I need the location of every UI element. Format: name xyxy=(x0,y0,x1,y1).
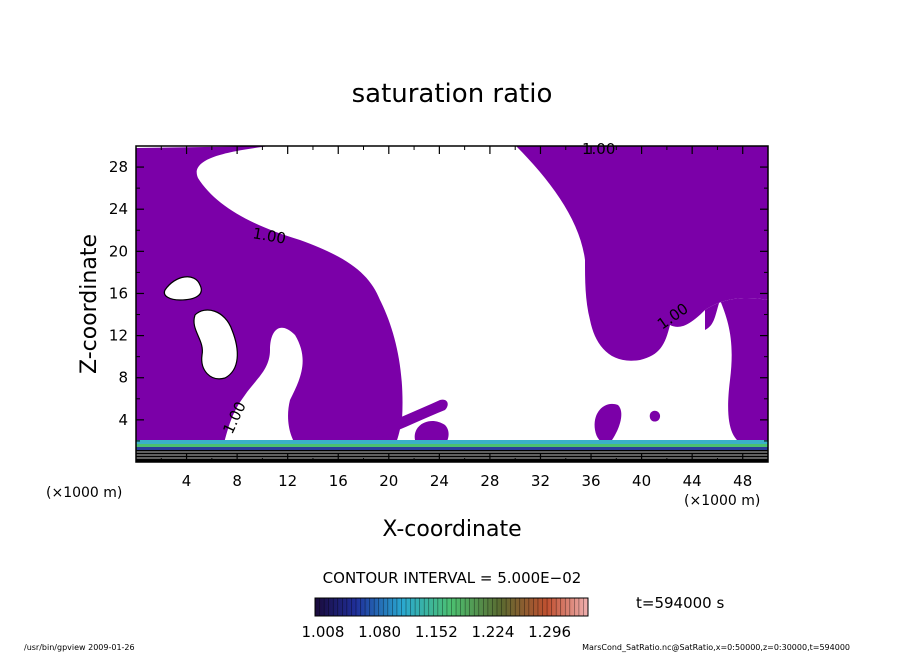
unsaturated-hole-2 xyxy=(193,309,238,380)
x-tick-label: 8 xyxy=(232,472,242,490)
plot-frame xyxy=(135,145,769,463)
time-label: t=594000 s xyxy=(636,594,724,612)
colorbar-ticks: 1.008 1.080 1.152 1.224 1.296 xyxy=(302,623,572,641)
saturated-island-2 xyxy=(594,403,622,443)
x-tick-label: 20 xyxy=(379,472,398,490)
saturated-island-3 xyxy=(649,410,661,422)
x-unit-left: (×1000 m) xyxy=(46,485,122,501)
colorbar xyxy=(314,597,589,617)
boundary-layer-blue xyxy=(136,447,768,450)
y-tick-label: 8 xyxy=(118,369,128,387)
x-tick-label: 28 xyxy=(480,472,499,490)
saturated-region-right xyxy=(516,146,768,361)
contour-label: 1.00 xyxy=(251,224,287,248)
unsaturated-hole-1 xyxy=(163,276,202,301)
x-tick-label: 16 xyxy=(329,472,348,490)
plot-area xyxy=(136,146,768,462)
boundary-layer-green xyxy=(136,444,768,447)
y-tick-label: 12 xyxy=(109,327,128,345)
saturated-strip xyxy=(345,399,448,445)
x-tick-label: 36 xyxy=(581,472,600,490)
saturated-region-left xyxy=(136,146,403,455)
saturated-region-right-lower xyxy=(705,298,768,445)
colorbar-tick-label: 1.152 xyxy=(415,623,458,641)
contour-interval-text: CONTOUR INTERVAL = 5.000E−02 xyxy=(323,569,582,587)
colorbar-tick-label: 1.224 xyxy=(471,623,514,641)
contour-label: 1.00 xyxy=(582,140,615,158)
y-axis: 4 8 12 16 20 24 28 xyxy=(109,158,768,442)
colorbar-frame xyxy=(314,597,589,617)
chart-title: saturation ratio xyxy=(352,79,553,109)
colorbar-tick-label: 1.080 xyxy=(358,623,401,641)
x-unit-right: (×1000 m) xyxy=(684,493,760,509)
y-tick-label: 28 xyxy=(109,158,128,176)
x-tick-label: 48 xyxy=(733,472,752,490)
y-tick-label: 24 xyxy=(109,200,128,218)
contour-lines-bottom xyxy=(136,451,768,459)
x-axis-label: X-coordinate xyxy=(382,517,521,542)
x-tick-label: 4 xyxy=(182,472,192,490)
x-tick-label: 24 xyxy=(430,472,449,490)
y-axis-label: Z-coordinate xyxy=(77,234,102,374)
colorbar-tick-label: 1.008 xyxy=(302,623,345,641)
y-tick-label: 16 xyxy=(109,284,128,302)
x-tick-label: 40 xyxy=(632,472,651,490)
footer-right: MarsCond_SatRatio.nc@SatRatio,x=0:50000,… xyxy=(582,643,850,652)
x-tick-label: 32 xyxy=(531,472,550,490)
boundary-layer-cyan xyxy=(136,440,768,444)
colorbar-tick-label: 1.296 xyxy=(528,623,571,641)
footer-left: /usr/bin/gpview 2009-01-26 xyxy=(24,643,135,652)
x-tick-label: 44 xyxy=(683,472,702,490)
boundary-layer-black xyxy=(136,450,768,462)
colorbar-stripes xyxy=(319,598,584,616)
y-tick-label: 20 xyxy=(109,242,128,260)
x-axis: 4 8 12 16 20 24 28 32 36 40 44 48 xyxy=(160,146,752,490)
y-tick-label: 4 xyxy=(118,411,128,429)
x-tick-label: 12 xyxy=(278,472,297,490)
